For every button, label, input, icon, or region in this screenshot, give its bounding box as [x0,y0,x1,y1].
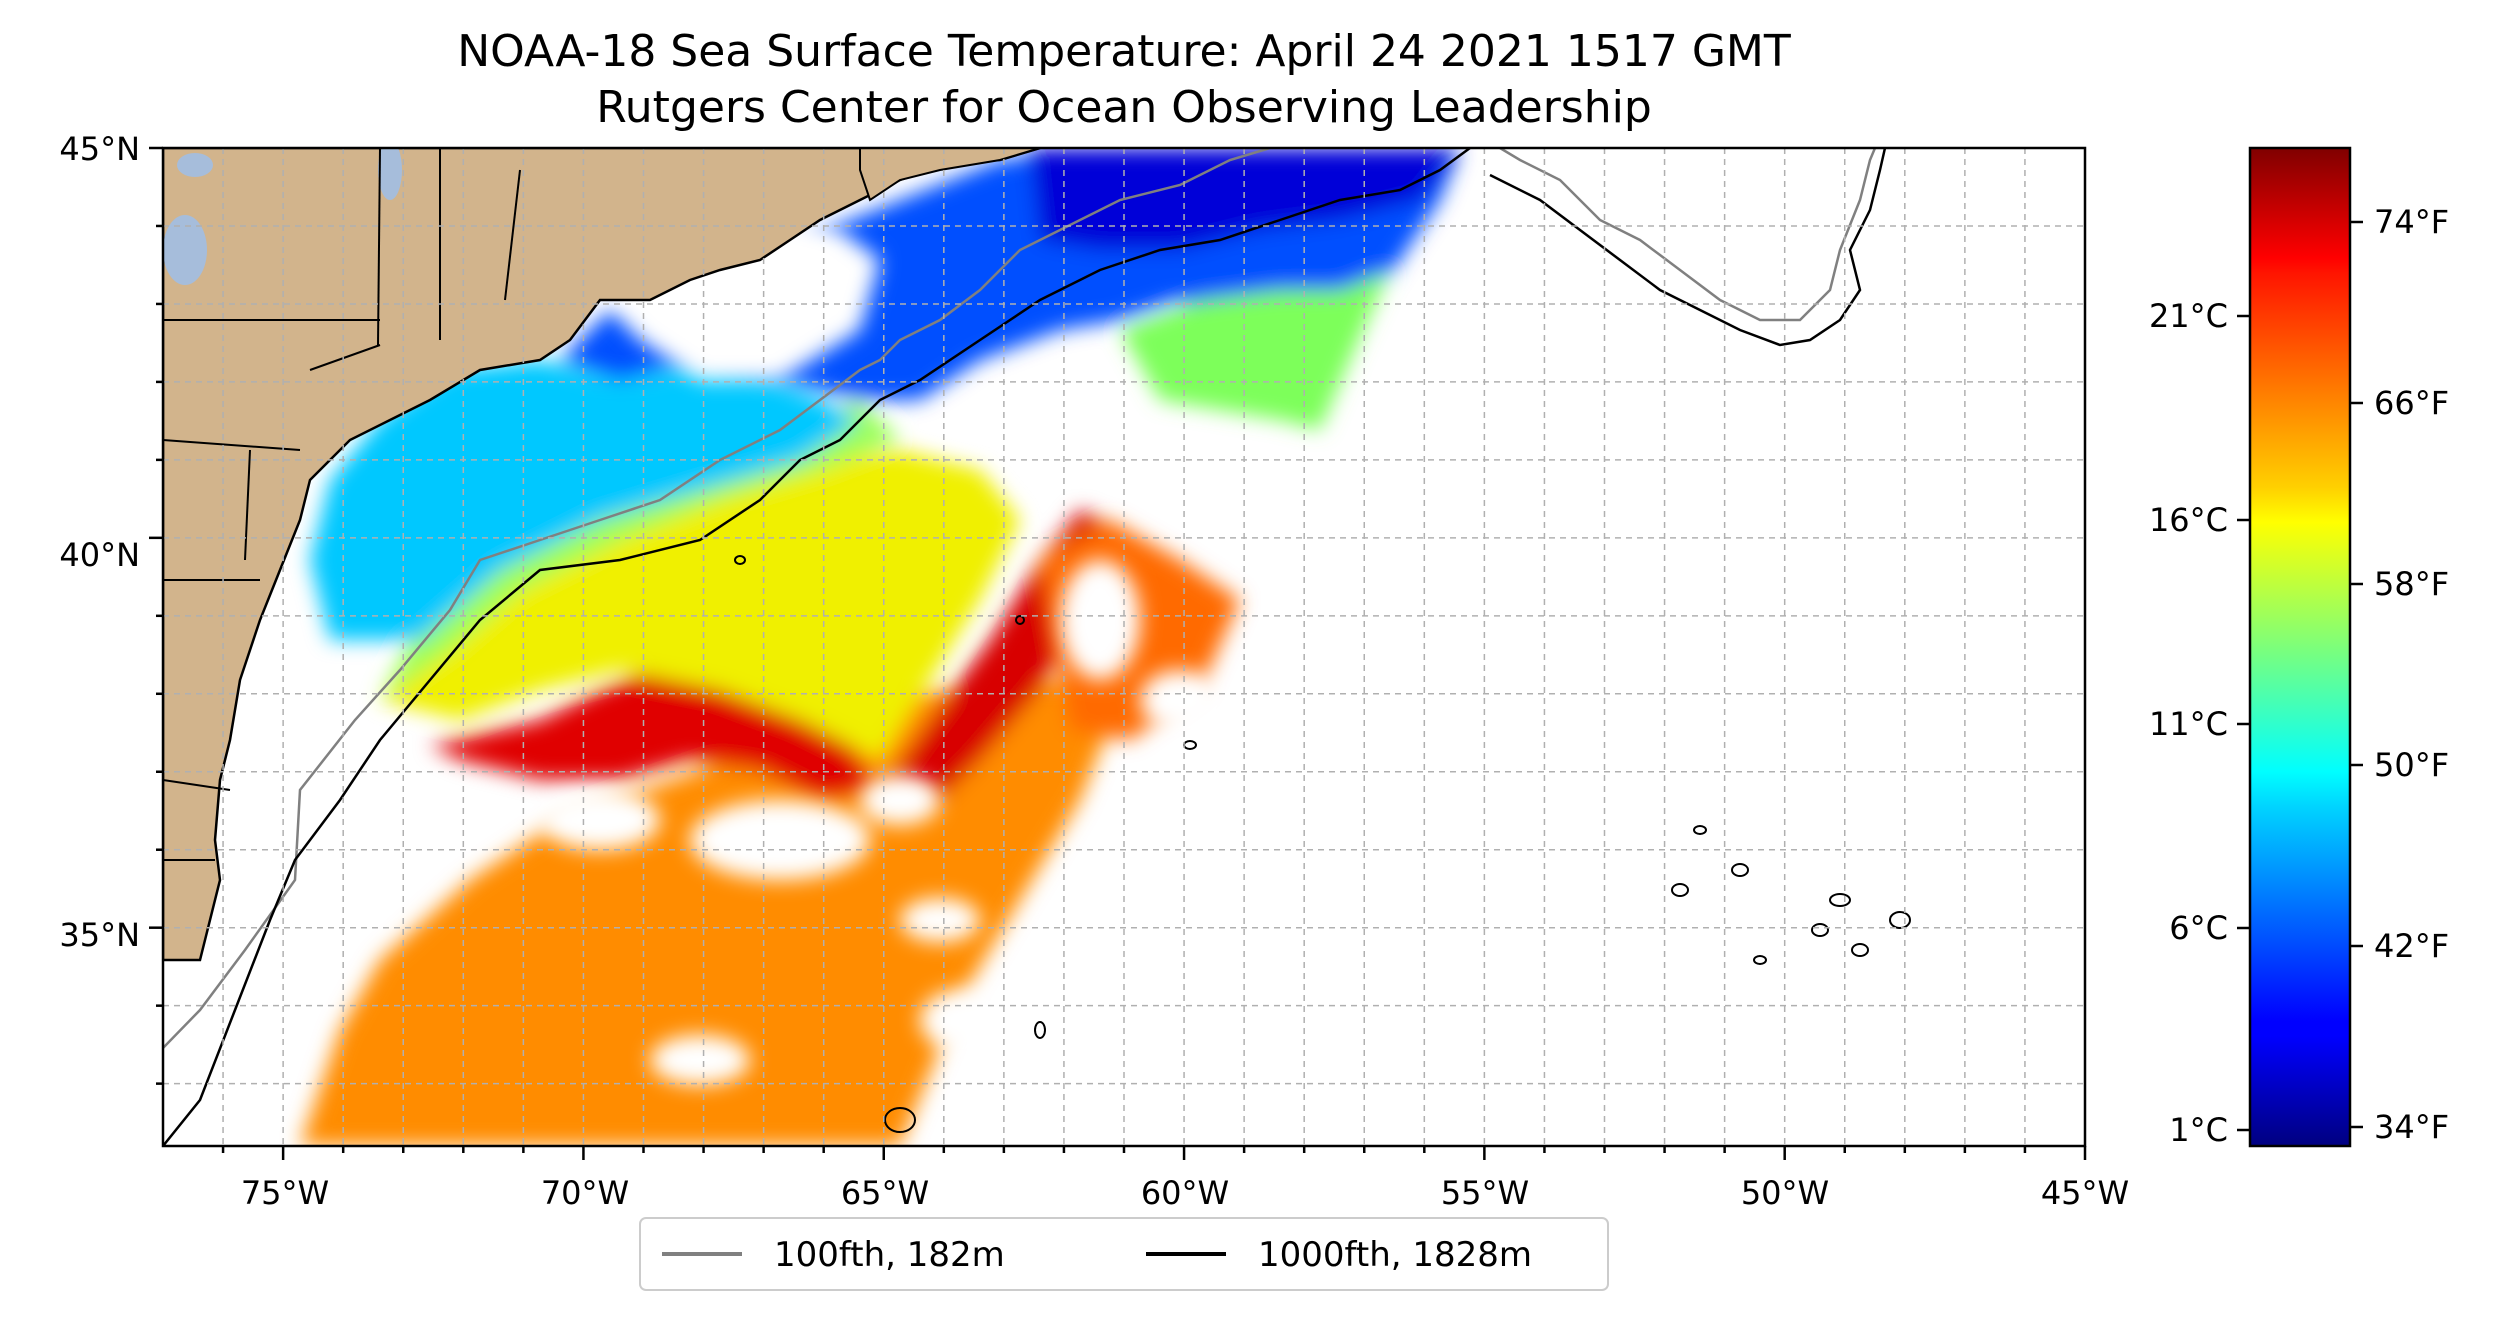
contour-100fth [163,148,1271,1049]
legend-box [639,1217,1609,1291]
land-gulf-maine-coast [859,148,1041,202]
seamount-1 [1671,883,1689,897]
celsius-label-16: 16°C [2149,501,2228,539]
seamount-9 [1015,615,1025,625]
seamounts [734,555,1911,1133]
lon-tick-labels: 75°W 70°W 65°W 60°W 55°W 50°W 45°W [241,1174,2129,1212]
title-line-2: Rutgers Center for Ocean Observing Leade… [596,82,1652,133]
lat-label-40n: 40°N [59,536,140,574]
cloud-gap-5 [900,898,980,942]
seamount-10 [734,555,746,565]
legend-label-1000fth: 1000fth, 1828m [1258,1235,1532,1275]
lake-1 [163,215,207,285]
border-10 [309,344,381,371]
sst-yellow-slope [380,450,1020,760]
seamount-6 [1889,911,1911,929]
sst-cyan-shelf [310,360,860,640]
celsius-label-21: 21°C [2149,297,2228,335]
contour-1000fth [163,148,1471,1146]
fahrenheit-label-74: 74°F [2374,203,2449,241]
seamount-8 [1829,893,1851,907]
seamount-5 [1851,943,1869,957]
lon-label-60w: 60°W [1141,1174,1229,1212]
colorbar-gradient [2248,146,2352,1148]
map-panel [163,148,2085,1146]
border-7 [163,779,231,791]
celsius-label-11: 11°C [2149,705,2228,743]
lon-label-70w: 70°W [541,1174,629,1212]
legend-label-100fth: 100fth, 182m [774,1235,1005,1275]
celsius-label-6: 6°C [2169,909,2228,947]
border-5 [244,449,251,561]
lake-2 [378,148,402,200]
lon-label-75w: 75°W [241,1174,329,1212]
sst-deep-blue-north [1030,148,1460,250]
sst-field [163,148,1460,1146]
lake-3 [177,153,213,177]
title-line-1: NOAA-18 Sea Surface Temperature: April 2… [457,26,1791,77]
cloud-gap-1 [540,790,660,850]
colorbar: 21°C 16°C 11°C 6°C 1°C 74°F 66°F 58°F 50… [2149,146,2449,1149]
legend: 100fth, 182m 1000fth, 1828m [639,1217,1609,1291]
fahrenheit-label-58: 58°F [2374,565,2449,603]
contour-1000fth-east [1489,148,1887,347]
map-grid [163,148,2085,1146]
seamount-13 [1034,1021,1046,1039]
contour-100fth-east [1499,148,1877,322]
fahrenheit-label-50: 50°F [2374,746,2449,784]
cloud-gap-8 [920,990,1000,1050]
inland-water [163,148,402,285]
cloud-gap-2 [690,800,870,880]
land-north-america [163,148,1041,962]
seamount-2 [1693,825,1707,835]
cloud-gap-7 [1140,670,1220,730]
border-2 [377,148,381,346]
colorbar-fahrenheit-ticks [2350,220,2363,1129]
seamount-3 [1731,863,1749,877]
fahrenheit-label-34: 34°F [2374,1108,2449,1146]
lon-label-65w: 65°W [841,1174,929,1212]
lon-label-55w: 55°W [1441,1174,1529,1212]
seamount-11 [884,1107,916,1133]
cloud-gap-4 [650,1035,750,1085]
lat-label-45n: 45°N [59,130,140,168]
cloud-gap-6 [1060,560,1140,680]
map-axis-ticks [149,146,2087,1160]
cloud-gap-3 [860,775,940,825]
seamount-7 [1753,955,1767,965]
sst-green-east [1120,270,1390,430]
celsius-label-1: 1°C [2169,1111,2228,1149]
sst-green-slope [380,400,900,700]
border-4 [163,439,301,451]
fahrenheit-label-42: 42°F [2374,927,2449,965]
lat-label-35n: 35°N [59,916,140,954]
lon-label-50w: 50°W [1741,1174,1829,1212]
border-9 [504,169,521,301]
colorbar-celsius-ticks [2237,314,2250,1132]
lon-label-45w: 45°W [2041,1174,2129,1212]
state-borders [163,148,521,861]
fahrenheit-label-66: 66°F [2374,384,2449,422]
seamount-4 [1811,923,1829,937]
lat-tick-labels: 45°N 40°N 35°N [59,130,140,954]
